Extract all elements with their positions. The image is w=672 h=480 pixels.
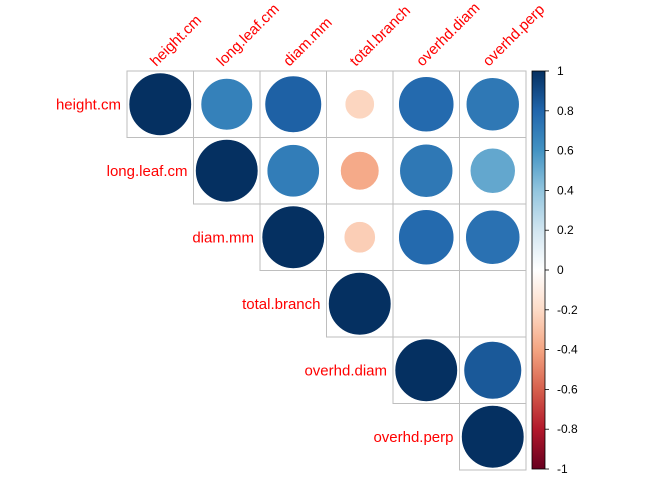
row-label-diam.mm: diam.mm [192,229,254,246]
corr-circle-long.leaf.cm-overhd.diam [399,143,454,198]
corr-circle-height.cm-total.branch [344,89,375,120]
corr-circle-height.cm-overhd.diam [398,76,455,133]
row-label-total.branch: total.branch [242,296,320,313]
cell-overhd.perp-overhd.perp [459,403,527,471]
colorbar-tick-label: 0.4 [557,183,574,197]
colorbar-tick-label: -0.6 [557,382,578,396]
grid-layer [126,70,527,471]
colorbar-tick-label: 0 [557,263,564,277]
corr-circle-overhd.diam-overhd.perp [463,341,522,400]
colorbar-tick-label: -0.2 [557,303,578,317]
col-label-diam.mm: diam.mm [280,14,336,70]
col-label-overhd.diam: overhd.diam [413,0,483,70]
corr-circle-diam.mm-total.branch [343,221,376,254]
corr-circle-height.cm-height.cm [128,72,192,136]
corr-circle-height.cm-diam.mm [264,75,322,133]
col-label-long.leaf.cm: long.leaf.cm [214,1,283,70]
colorbar-tick-label: 0.8 [557,104,574,118]
row-labels: height.cm long.leaf.cm diam.mm total.branch… [56,96,454,446]
circle-layer [128,72,525,469]
row-label-height.cm: height.cm [56,96,121,113]
colorbar-tick-label: -1 [557,462,568,476]
corr-circle-overhd.perp-overhd.perp [461,405,525,469]
cell-total.branch-overhd.diam [392,270,460,338]
colorbar-tick-label: -0.4 [557,343,578,357]
corr-circle-long.leaf.cm-diam.mm [266,144,320,198]
corr-circle-long.leaf.cm-long.leaf.cm [195,139,259,203]
corr-circle-long.leaf.cm-overhd.perp [469,147,516,194]
colorbar-tick-label: 0.2 [557,223,574,237]
col-label-overhd.perp: overhd.perp [480,1,549,70]
colorbar-tick-label: 1 [557,64,564,78]
corr-circle-height.cm-long.leaf.cm [200,78,253,131]
corr-circle-diam.mm-overhd.perp [465,209,521,265]
colorbar: 1 0.8 0.6 0.4 0.2 0 -0.2 -0.4 -0.6 -0.8 -1 [531,64,578,476]
cell-total.branch-overhd.perp [459,270,527,338]
col-label-height.cm: height.cm [147,12,205,70]
colorbar-tick-label: 0.6 [557,144,574,158]
corr-circle-diam.mm-diam.mm [261,205,325,269]
col-label-total.branch: total.branch [347,2,414,69]
row-label-overhd.perp: overhd.perp [373,429,453,446]
row-label-overhd.diam: overhd.diam [304,362,387,379]
corr-circle-overhd.diam-overhd.diam [394,338,458,402]
colorbar-tick-label: -0.8 [557,422,578,436]
corr-circle-long.leaf.cm-total.branch [340,151,380,191]
corr-circle-height.cm-overhd.perp [465,77,520,132]
row-label-long.leaf.cm: long.leaf.cm [107,163,188,180]
corr-circle-diam.mm-overhd.diam [398,209,455,266]
colorbar-gradient [531,70,546,470]
corr-circle-total.branch-total.branch [328,272,392,336]
